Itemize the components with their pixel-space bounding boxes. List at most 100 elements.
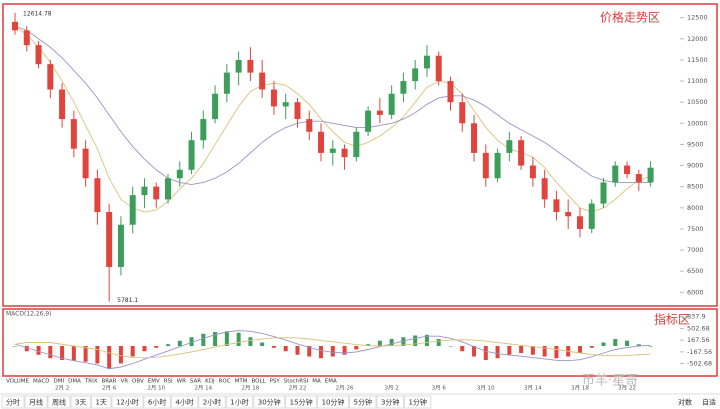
timeframe-tab[interactable]: 12小时 — [116, 398, 139, 407]
indicator-tab[interactable]: EMV — [148, 379, 160, 385]
timeframe-tab[interactable]: 3天 — [75, 399, 86, 407]
indicator-tab[interactable]: EMA — [325, 379, 337, 385]
moving-average — [14, 25, 651, 186]
candle-body — [518, 140, 525, 166]
timeframe-tab-box — [24, 395, 48, 409]
indicator-tab[interactable]: OBV — [132, 379, 144, 385]
timeframe-tab[interactable]: 2小时 — [203, 398, 221, 407]
macd-bar — [118, 346, 123, 364]
timeframe-tab-box — [376, 395, 404, 409]
macd-bar — [95, 346, 100, 364]
timeframe-tab[interactable]: 分时 — [6, 398, 20, 407]
x-tick-label: 2月 2 — [55, 385, 69, 392]
macd-bar — [542, 346, 547, 357]
indicator-tab[interactable]: BRAR — [101, 379, 116, 385]
candle-body — [223, 72, 230, 94]
macd-bar — [554, 346, 559, 359]
candle-body — [23, 30, 30, 46]
indicator-tab[interactable]: SAR — [190, 379, 201, 385]
timeframe-tab-box — [253, 395, 286, 409]
macd-bar — [13, 346, 17, 347]
timeframe-tab-box — [90, 395, 112, 409]
candle-body — [600, 182, 607, 204]
timeframe-tab[interactable]: 4小时 — [175, 398, 193, 407]
scale-option[interactable]: 对数 — [678, 398, 692, 407]
macd-bar — [330, 346, 335, 357]
macd-bar — [48, 346, 53, 359]
macd-bar — [177, 340, 182, 346]
macd-bar — [260, 342, 265, 346]
timeframe-tab[interactable]: 1小时 — [230, 398, 248, 407]
timeframe-tab-box — [225, 395, 254, 409]
indicator-tab[interactable]: ROC — [219, 379, 231, 385]
indicator-tab[interactable]: BOLL — [251, 379, 266, 385]
y-tick-label: 502.68 — [687, 324, 710, 332]
timeframe-tab[interactable]: 周线 — [52, 398, 66, 407]
candle-body — [565, 212, 572, 217]
candle-body — [400, 81, 407, 94]
x-tick-label: 3月 14 — [524, 385, 542, 392]
timeframe-tab[interactable]: 5分钟 — [354, 398, 372, 407]
timeframe-tab[interactable]: 3分钟 — [381, 398, 399, 407]
y-tick-label: 7500 — [687, 225, 704, 233]
macd-line — [14, 330, 651, 370]
indicator-tab[interactable]: VOLUME — [6, 379, 30, 385]
macd-bar — [483, 346, 488, 360]
timeframe-tab[interactable]: 10分钟 — [322, 398, 345, 407]
macd-bar — [589, 346, 594, 348]
x-tick-label: 2月 6 — [102, 385, 117, 392]
candle-body — [94, 178, 101, 213]
y-tick-label: 12500 — [687, 14, 708, 22]
indicator-tab[interactable]: RSI — [164, 379, 173, 385]
timeframe-tab[interactable]: 1天 — [95, 399, 106, 407]
candle-body — [412, 68, 419, 82]
indicator-tab[interactable]: WR — [177, 379, 186, 385]
candle-body — [117, 224, 124, 267]
macd-bar — [342, 346, 347, 355]
x-tick-label: 2月 18 — [242, 385, 260, 392]
indicator-name: MACD(12,26,9) — [6, 311, 52, 318]
macd-bar — [377, 340, 382, 346]
indicator-tab[interactable]: MA — [312, 379, 321, 385]
macd-bar — [71, 346, 76, 361]
x-tick-label: 2月 10 — [147, 385, 165, 392]
x-tick-label: 2月 14 — [194, 385, 212, 392]
macd-bar — [613, 339, 618, 346]
macd-bar — [213, 332, 218, 346]
indicator-tab[interactable]: PSY — [270, 379, 281, 385]
macd-bar — [201, 333, 206, 346]
indicator-tab[interactable]: VR — [120, 379, 128, 385]
timeframe-tab[interactable]: 30分钟 — [258, 398, 281, 407]
timeframe-tab[interactable]: 1分钟 — [408, 398, 426, 407]
macd-bar — [83, 346, 88, 362]
macd-bar — [366, 344, 371, 346]
candle-body — [506, 140, 513, 153]
indicator-tab[interactable]: MACD — [33, 379, 50, 385]
indicator-tab[interactable]: DMI — [54, 379, 65, 385]
macd-bar — [424, 334, 429, 346]
timeframe-tab[interactable]: 6小时 — [148, 398, 166, 407]
scale-option[interactable]: 自适 — [702, 398, 716, 407]
timeframe-tab[interactable]: 15分钟 — [290, 398, 313, 407]
indicator-tab[interactable]: TRIX — [84, 379, 98, 385]
macd-bar — [601, 342, 606, 346]
macd-bar — [154, 346, 159, 348]
macd-bar — [271, 346, 276, 348]
timeframe-tab-box — [111, 395, 144, 409]
timeframe-tab-box — [143, 395, 171, 409]
moving-average — [14, 25, 651, 213]
macd-bar — [389, 339, 394, 346]
timeframe-tab-box — [403, 395, 432, 409]
x-tick-label: 3月 6 — [432, 385, 447, 392]
indicator-tab[interactable]: DMA — [68, 379, 81, 385]
timeframe-tab-box — [349, 395, 377, 409]
candle-body — [376, 110, 383, 115]
timeframe-tab[interactable]: 月线 — [29, 398, 43, 407]
indicator-tab[interactable]: KDJ — [205, 379, 215, 385]
y-tick-label: 9000 — [687, 162, 704, 170]
candle-body — [70, 119, 77, 149]
indicator-tab[interactable]: StochRSI — [284, 379, 309, 385]
indicator-tab[interactable]: MTM — [235, 379, 248, 385]
macd-bar — [36, 346, 41, 355]
